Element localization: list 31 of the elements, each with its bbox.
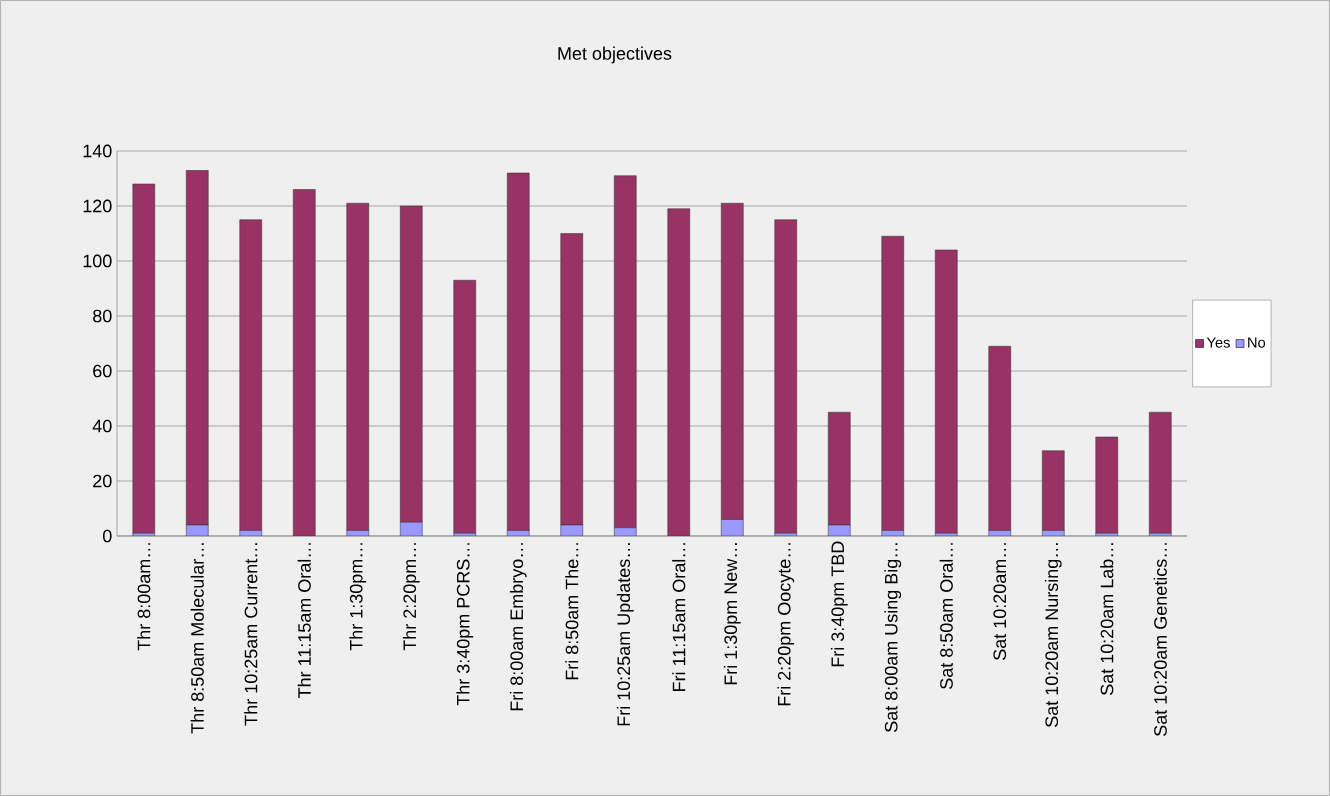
x-tick-label: Fri 8:00am Embryo… bbox=[509, 543, 527, 711]
x-tick-label: Fri 11:15am Oral… bbox=[672, 543, 686, 691]
x-tick-label: Thr 1:30pm… bbox=[349, 543, 367, 651]
x-tick-label: Thr 2:20pm… bbox=[402, 543, 420, 651]
y-tick-label: 100 bbox=[83, 254, 112, 268]
x-tick-label: Thr 3:40pm PCRS… bbox=[456, 543, 474, 706]
legend-label: No bbox=[1248, 337, 1266, 348]
x-tick-label: Fri 1:30pm New… bbox=[723, 543, 741, 685]
x-tick-label: Sat 8:50am Oral… bbox=[939, 543, 953, 689]
x-tick-label: Fri 3:40pm TBD bbox=[830, 541, 848, 667]
y-tick-label: 120 bbox=[83, 199, 112, 213]
legend-label: Yes bbox=[1206, 337, 1230, 348]
y-tick-label: 80 bbox=[93, 309, 112, 323]
x-tick-label: Thr 10:25am Current… bbox=[244, 543, 258, 726]
x-tick-label: Fri 8:50am The… bbox=[565, 543, 579, 680]
x-tick-label: Thr 11:15am Oral… bbox=[297, 543, 311, 699]
y-tick-label: 140 bbox=[83, 144, 112, 158]
x-tick-label: Sat 10:20am Nursing… bbox=[1044, 543, 1062, 727]
x-tick-label: Fri 2:20pm Oocyte… bbox=[777, 543, 795, 706]
x-tick-label: Sat 10:20am Lab… bbox=[1100, 543, 1114, 695]
x-tick-label: Sat 8:00am Using Big… bbox=[884, 543, 902, 732]
x-tick-label: Fri 10:25am Updates… bbox=[616, 543, 634, 726]
x-tick-label: Sat 10:20am… bbox=[993, 543, 1007, 660]
y-tick-label: 0 bbox=[102, 529, 112, 543]
x-tick-label: Thr 8:50am Molecular… bbox=[190, 543, 204, 734]
chart-title: Met objectives bbox=[558, 46, 672, 64]
x-tick-label: Sat 10:20am Genetics… bbox=[1153, 543, 1167, 736]
y-tick-label: 20 bbox=[93, 474, 112, 488]
y-tick-label: 40 bbox=[92, 419, 112, 433]
y-tick-label: 60 bbox=[93, 364, 112, 378]
x-tick-label: Thr 8:00am… bbox=[137, 543, 151, 651]
